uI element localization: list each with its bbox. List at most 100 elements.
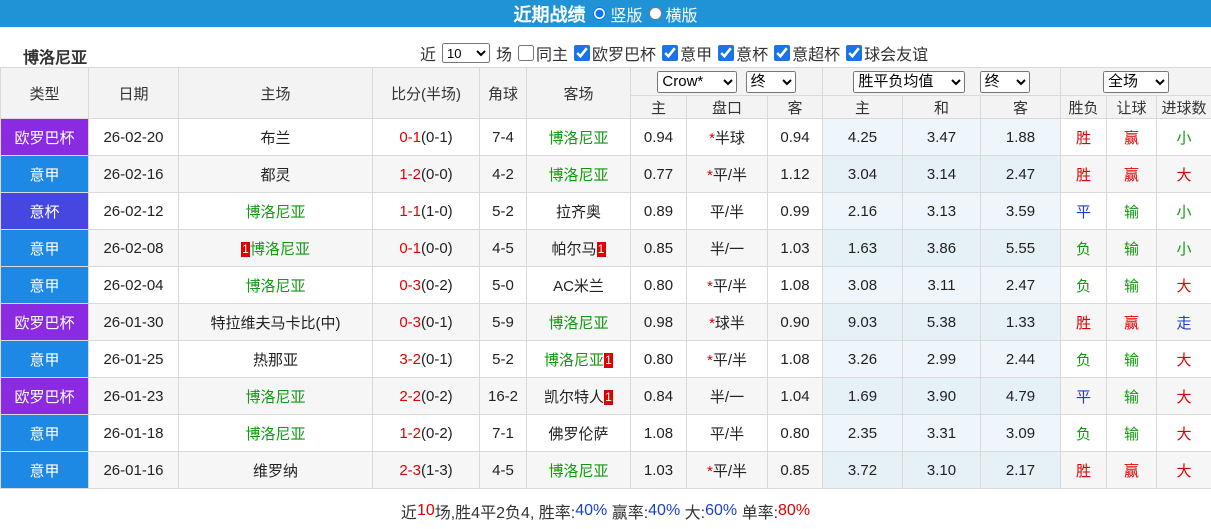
score: 0-1(0-0) xyxy=(372,229,480,267)
league: 意甲 xyxy=(0,229,89,267)
ah-away: 0.80 xyxy=(766,414,824,452)
result: 输 xyxy=(1106,229,1158,267)
summary-part: 大: xyxy=(680,504,706,522)
score: 1-2(0-2) xyxy=(372,414,480,452)
filter-option[interactable]: 欧罗巴杯 xyxy=(568,41,656,65)
checkbox[interactable] xyxy=(846,45,863,61)
ah-home: 0.77 xyxy=(630,155,687,193)
away-team: 拉齐奥 xyxy=(526,192,631,230)
full-score: 0-1 xyxy=(399,239,421,257)
result: 输 xyxy=(1106,192,1158,230)
checkbox[interactable] xyxy=(574,45,591,61)
eu-draw: 3.31 xyxy=(902,414,982,452)
filter-option[interactable]: 同主 xyxy=(512,41,568,65)
team-name: 博洛尼亚 xyxy=(245,277,306,295)
half-score: (0-1) xyxy=(421,128,453,146)
away-team: 博洛尼亚 xyxy=(526,118,631,156)
result: 输 xyxy=(1106,377,1158,415)
header-row: 主盘口客主和客胜负 让球 进球数 xyxy=(1,95,1211,119)
result: 赢 xyxy=(1106,451,1158,489)
result: 大 xyxy=(1156,155,1211,193)
full-score: 0-3 xyxy=(399,276,421,294)
count-select[interactable]: 10 xyxy=(442,43,491,63)
result: 小 xyxy=(1156,192,1211,230)
team-name: 博洛尼亚 xyxy=(543,351,604,369)
team-name: 特拉维夫马卡比(中) xyxy=(210,314,341,332)
away-team: 博洛尼亚 xyxy=(526,155,631,193)
eu-away: 2.44 xyxy=(980,340,1062,378)
mode-select[interactable]: 终 xyxy=(745,70,796,93)
result: 小 xyxy=(1156,229,1211,267)
corners: 4-5 xyxy=(479,451,527,489)
score: 2-2(0-2) xyxy=(372,377,480,415)
euro-select[interactable]: 胜平负均值 xyxy=(853,70,966,93)
ah-home: 0.80 xyxy=(630,266,687,304)
filter-option[interactable]: 意超杯 xyxy=(768,41,840,65)
eu-home: 2.16 xyxy=(822,192,904,230)
eu-draw: 3.13 xyxy=(902,192,982,230)
filter-label: 同主 xyxy=(536,47,569,64)
red-card: 1 xyxy=(240,241,250,257)
handicap-mark: * xyxy=(706,462,713,480)
radio[interactable] xyxy=(593,7,607,20)
match-row: 欧罗巴杯 26-01-30 特拉维夫马卡比(中) 0-3(0-1) 5-9 博洛尼亚 0.9… xyxy=(0,303,1211,341)
checkbox[interactable] xyxy=(774,45,791,61)
handicap-line: 半球 xyxy=(714,129,745,147)
eu-away: 1.88 xyxy=(980,118,1062,156)
team-name: 博洛尼亚 xyxy=(548,166,609,184)
ah-home: 0.98 xyxy=(630,303,687,341)
home-team: 博洛尼亚 xyxy=(178,192,373,230)
home-team: 博洛尼亚 xyxy=(178,414,373,452)
summary-part: 80% xyxy=(778,501,811,519)
home-team: 博洛尼亚 xyxy=(178,377,373,415)
corners: 5-9 xyxy=(479,303,527,341)
view-label: 横版 xyxy=(665,7,698,25)
summary-part: 40% xyxy=(575,501,608,519)
league: 欧罗巴杯 xyxy=(0,118,89,156)
checkbox[interactable] xyxy=(518,45,535,61)
unit-label: 场 xyxy=(496,47,513,64)
filter-option[interactable]: 意甲 xyxy=(656,41,712,65)
eu-home: 4.25 xyxy=(822,118,904,156)
team-name: 帕尔马 xyxy=(551,240,597,258)
radio[interactable] xyxy=(648,7,662,20)
handicap: 半/一 xyxy=(686,377,768,415)
result: 输 xyxy=(1106,414,1158,452)
result: 胜 xyxy=(1060,118,1108,156)
checkbox[interactable] xyxy=(718,45,735,61)
result: 赢 xyxy=(1106,303,1158,341)
full-score: 1-2 xyxy=(399,165,421,183)
half-score: (1-0) xyxy=(421,202,453,220)
ah-away: 1.04 xyxy=(766,377,824,415)
full-score: 2-3 xyxy=(399,461,421,479)
handicap-mark: * xyxy=(709,314,715,332)
view-option[interactable]: 横版 xyxy=(645,2,698,26)
euro-header: 胜平负均值 终 xyxy=(822,67,1062,96)
result-header: 全场 xyxy=(1060,67,1211,96)
mode-select[interactable]: 终 xyxy=(979,70,1030,93)
filter-option[interactable]: 意杯 xyxy=(712,41,768,65)
filter-option[interactable]: 球会友谊 xyxy=(840,41,928,65)
team-name: 博洛尼亚 xyxy=(548,129,609,147)
score: 0-1(0-1) xyxy=(372,118,480,156)
eu-home: 3.08 xyxy=(822,266,904,304)
match-row: 意甲 26-01-25 热那亚 3-2(0-1) 5-2 博洛尼亚1 0.80 *平/半 1.0… xyxy=(0,340,1211,378)
scope-select[interactable]: 全场 xyxy=(1103,70,1170,93)
full-score: 1-2 xyxy=(399,424,421,442)
half-score: (0-1) xyxy=(421,313,453,331)
result: 胜 xyxy=(1060,303,1108,341)
company-select[interactable]: Crow* xyxy=(657,70,738,93)
team-name: 博洛尼亚 xyxy=(245,425,306,443)
team-name: 布兰 xyxy=(260,129,291,147)
result: 平 xyxy=(1060,192,1108,230)
score: 0-3(0-1) xyxy=(372,303,480,341)
date: 26-01-23 xyxy=(88,377,179,415)
match-row: 意杯 26-02-12 博洛尼亚 1-1(1-0) 5-2 拉齐奥 0.89 平/半 0.99 2… xyxy=(0,192,1211,230)
checkbox[interactable] xyxy=(662,45,679,61)
view-option[interactable]: 竖版 xyxy=(589,2,643,26)
red-card: 1 xyxy=(596,241,606,257)
away-team: 佛罗伦萨 xyxy=(526,414,631,452)
ah-home: 1.03 xyxy=(630,451,687,489)
score: 3-2(0-1) xyxy=(372,340,480,378)
team-name: 博洛尼亚 xyxy=(23,50,88,67)
